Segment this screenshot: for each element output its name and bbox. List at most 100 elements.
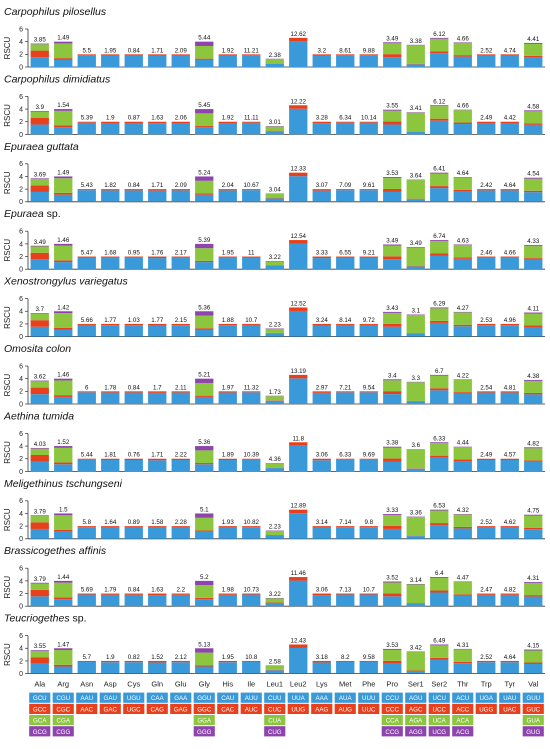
codon-label-AAG: AAG	[315, 706, 328, 713]
bar-segment-Gly-GGA	[195, 382, 214, 396]
codon-box-UUG	[287, 703, 309, 714]
bar-segment-Ser2-UCG	[430, 509, 449, 511]
value-label-Trp: 2.49	[480, 115, 493, 122]
value-label-Gly: 5.2	[200, 574, 209, 581]
value-label-Met: 7.09	[339, 182, 352, 189]
codon-box-GUC	[522, 703, 544, 714]
codon-label-CCC: CCC	[386, 706, 400, 713]
codon-box-CGU	[52, 692, 74, 703]
bar-segment-Gln-CAA	[148, 595, 167, 607]
bar-segment-Lys-AAA	[312, 662, 331, 674]
value-label-Pro: 3.53	[386, 170, 399, 177]
bar-segment-Val-GUG	[524, 42, 543, 44]
bar-segment-Ser2-UCG	[430, 644, 449, 646]
bar-segment-Tyr-UAC	[500, 121, 519, 123]
bar-segment-Gly-GGA	[195, 113, 214, 127]
codon-box-AGU	[405, 692, 427, 703]
bar-segment-Glu-GAG	[171, 256, 190, 258]
value-label-Ile: 11.32	[244, 384, 260, 391]
value-label-Lys: 3.18	[316, 654, 329, 661]
codon-box-ACU	[452, 692, 474, 703]
panel-1: Carpophilus dimidiatus 0 2 4 6 RSCU 3.9 1.54 5.3…	[3, 73, 545, 139]
bar-segment-Trp-UGG	[477, 256, 496, 258]
bar-segment-His-CAC	[218, 54, 237, 56]
bar-segment-Gln-CAG	[148, 54, 167, 56]
bar-segment-Ser2-UCG	[430, 37, 449, 39]
value-label-Cys: 1.03	[128, 317, 141, 324]
value-label-Thr: 4.47	[457, 575, 470, 582]
bar-segment-Thr-ACU	[453, 124, 472, 135]
bar-segment-Gly-GGA	[195, 585, 214, 598]
bar-segment-His-CAU	[218, 460, 237, 472]
bar-segment-Ala-GCC	[30, 589, 49, 597]
bar-segment-Leu1-CUA	[265, 396, 284, 401]
bar-segment-Tyr-UAU	[500, 123, 519, 135]
bar-segment-Pro-CCC	[383, 660, 402, 664]
bar-segment-Leu1-CUA	[265, 328, 284, 333]
bar-segment-Leu1-CUU	[265, 333, 284, 337]
bar-segment-Ser1-AGU	[406, 536, 425, 539]
codon-label-UCG: UCG	[432, 729, 446, 736]
bar-segment-Ala-GCU	[30, 326, 49, 337]
value-label-Arg: 1.52	[57, 439, 70, 446]
bar-segment-Ile-AUU	[242, 257, 261, 270]
value-label-Thr: 4.44	[457, 440, 470, 447]
bar-segment-Pro-CCU	[383, 663, 402, 674]
codon-label-GGA: GGA	[197, 718, 212, 725]
bar-segment-Val-GUC	[524, 662, 543, 664]
bar-segment-Met-AUA	[336, 527, 355, 539]
codon-box-CGC	[52, 703, 74, 714]
codon-box-UAC	[499, 703, 521, 714]
bar-segment-Ser1-AGA	[406, 517, 425, 536]
value-label-His: 1.92	[222, 47, 235, 54]
value-label-Arg: 1.44	[57, 574, 70, 581]
bar-segment-Tyr-UAU	[500, 325, 519, 337]
bar-segment-Pro-CCG	[383, 42, 402, 44]
y-tick-label: 2	[19, 321, 23, 328]
bar-segment-Gln-CAA	[148, 527, 167, 539]
bar-segment-Asn-AAU	[77, 190, 96, 202]
bar-segment-Val-GUA	[524, 583, 543, 596]
bar-segment-Ala-GCU	[30, 528, 49, 539]
value-label-Arg: 1.5	[59, 506, 68, 513]
value-label-Arg: 1.49	[57, 169, 70, 176]
value-label-Pro: 3.43	[386, 305, 399, 312]
value-label-Tyr: 4.57	[504, 452, 517, 459]
bar-segment-Lys-AAG	[312, 660, 331, 663]
bar-segment-Ile-AUU	[242, 190, 261, 202]
bar-segment-Glu-GAA	[171, 55, 190, 67]
bar-segment-Lys-AAA	[312, 392, 331, 404]
value-label-Cys: 0.84	[128, 47, 141, 54]
bar-segment-Gly-GGC	[195, 530, 214, 532]
value-label-His: 1.97	[222, 384, 235, 391]
y-tick-label: 6	[19, 498, 23, 505]
bar-segment-Val-GUC	[524, 123, 543, 125]
bar-segment-Ile-AUU	[242, 594, 261, 607]
value-label-Phe: 9.72	[363, 317, 376, 324]
value-label-Leu2: 12.33	[291, 166, 307, 173]
bar-segment-Arg-CGU	[54, 262, 73, 270]
codon-label-AUG: AUG	[339, 706, 353, 713]
value-label-Pro: 3.55	[386, 103, 399, 110]
bar-segment-Ile-AUU	[242, 324, 261, 337]
bar-segment-Ile-AUU	[242, 392, 261, 404]
y-tick-label: 2	[19, 119, 23, 126]
bar-segment-Met-AUG	[336, 54, 355, 56]
value-label-Cys: 0.89	[128, 519, 141, 526]
panel-title-species: Xenostrongylus variegatus	[3, 276, 128, 288]
bar-segment-Val-GUC	[524, 460, 543, 462]
codon-box-UGU	[123, 692, 145, 703]
value-label-Ala: 3.9	[35, 104, 44, 111]
bar-segment-Ala-GCA	[30, 381, 49, 388]
value-label-Ser1: 3.42	[410, 644, 423, 651]
value-label-Phe: 9.69	[363, 452, 376, 459]
bar-segment-Ile-AUC	[242, 660, 261, 662]
value-label-Thr: 4.66	[457, 103, 470, 110]
value-label-Gln: 1.58	[151, 519, 164, 526]
bar-segment-Glu-GAG	[171, 121, 190, 123]
bar-segment-Phe-UUU	[359, 122, 378, 135]
bar-segment-Thr-ACC	[453, 392, 472, 394]
value-label-Asp: 1.78	[104, 384, 117, 391]
bar-segment-Phe-UUU	[359, 594, 378, 607]
bar-segment-Ser1-AGU	[406, 468, 425, 472]
